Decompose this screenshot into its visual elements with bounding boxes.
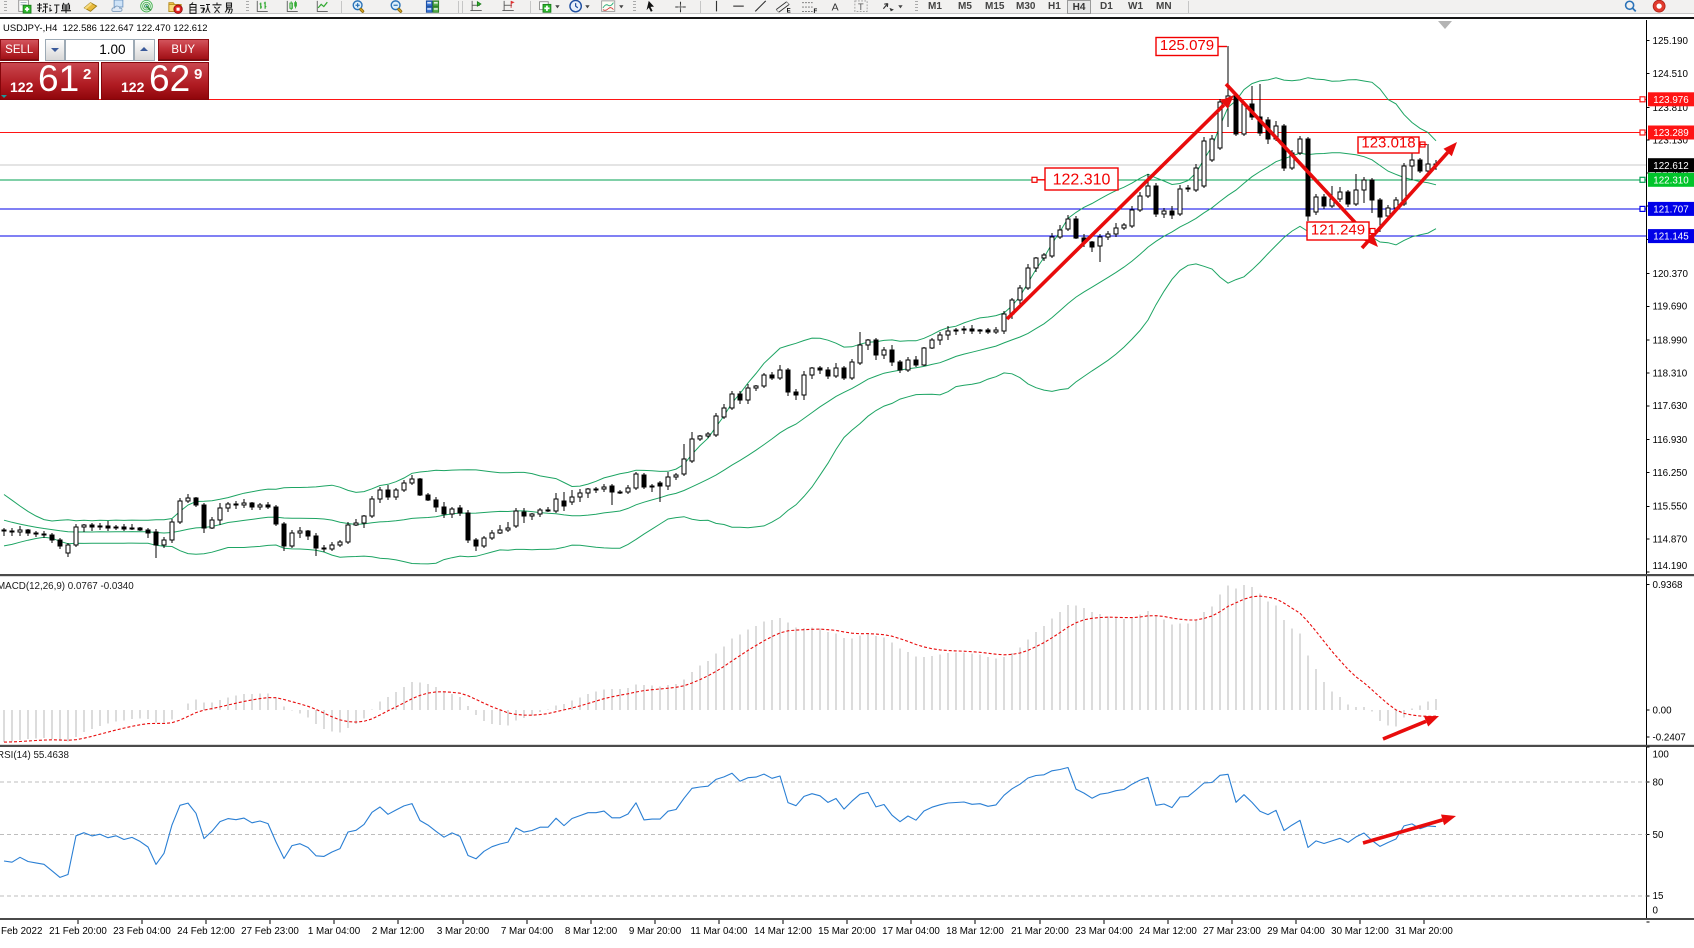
svg-text:8 Mar 12:00: 8 Mar 12:00 <box>565 926 618 937</box>
svg-text:124.510: 124.510 <box>1653 69 1689 80</box>
svg-text:125.079: 125.079 <box>1160 37 1214 54</box>
svg-text:7 Mar 04:00: 7 Mar 04:00 <box>501 926 554 937</box>
svg-text:30 Mar 12:00: 30 Mar 12:00 <box>1331 926 1389 937</box>
svg-text:123.810: 123.810 <box>1653 103 1689 114</box>
svg-text:121.249: 121.249 <box>1311 222 1365 239</box>
svg-text:3 Mar 20:00: 3 Mar 20:00 <box>437 926 490 937</box>
svg-text:114.870: 114.870 <box>1653 535 1688 546</box>
svg-text:122.310: 122.310 <box>1053 172 1111 189</box>
svg-text:116.930: 116.930 <box>1653 435 1688 446</box>
svg-text:Feb 2022: Feb 2022 <box>1 926 42 937</box>
svg-text:A: A <box>832 2 839 14</box>
svg-text:123.130: 123.130 <box>1653 136 1689 147</box>
svg-text:11 Mar 04:00: 11 Mar 04:00 <box>690 926 748 937</box>
svg-text:121.707: 121.707 <box>1653 205 1688 216</box>
svg-text:-0.2407: -0.2407 <box>1653 732 1686 743</box>
svg-text:100: 100 <box>1653 749 1670 760</box>
svg-text:120.370: 120.370 <box>1653 269 1689 280</box>
svg-text:21 Feb 20:00: 21 Feb 20:00 <box>49 926 107 937</box>
svg-text:F: F <box>814 8 818 14</box>
svg-text:0.9368: 0.9368 <box>1653 580 1684 591</box>
svg-text:0: 0 <box>1653 905 1659 916</box>
svg-text:14 Mar 12:00: 14 Mar 12:00 <box>754 926 812 937</box>
svg-text:MACD(12,26,9) 0.0767 -0.0340: MACD(12,26,9) 0.0767 -0.0340 <box>0 581 134 592</box>
svg-text:15: 15 <box>1653 891 1664 902</box>
svg-text:122.310: 122.310 <box>1653 175 1689 186</box>
svg-text:21 Mar 20:00: 21 Mar 20:00 <box>1011 926 1069 937</box>
svg-text:117.630: 117.630 <box>1653 401 1688 412</box>
svg-text:115.550: 115.550 <box>1653 502 1688 513</box>
svg-text:18 Mar 12:00: 18 Mar 12:00 <box>946 926 1004 937</box>
svg-text:80: 80 <box>1653 777 1664 788</box>
svg-text:123.018: 123.018 <box>1361 135 1415 152</box>
svg-text:1 Mar 04:00: 1 Mar 04:00 <box>308 926 361 937</box>
svg-text:15 Mar 20:00: 15 Mar 20:00 <box>818 926 876 937</box>
svg-text:E: E <box>787 7 791 14</box>
svg-text:31 Mar 20:00: 31 Mar 20:00 <box>1395 926 1453 937</box>
svg-text:123.976: 123.976 <box>1653 95 1689 106</box>
svg-text:50: 50 <box>1653 830 1664 841</box>
svg-text:9 Mar 20:00: 9 Mar 20:00 <box>629 926 682 937</box>
svg-text:27 Feb 23:00: 27 Feb 23:00 <box>241 926 299 937</box>
svg-text:2 Mar 12:00: 2 Mar 12:00 <box>372 926 425 937</box>
svg-text:17 Mar 04:00: 17 Mar 04:00 <box>882 926 940 937</box>
svg-text:121.145: 121.145 <box>1653 232 1689 243</box>
svg-text:27 Mar 23:00: 27 Mar 23:00 <box>1203 926 1261 937</box>
svg-text:119.690: 119.690 <box>1653 302 1688 313</box>
svg-text:118.990: 118.990 <box>1653 336 1688 347</box>
svg-text:24 Feb 12:00: 24 Feb 12:00 <box>177 926 235 937</box>
svg-text:24 Mar 12:00: 24 Mar 12:00 <box>1139 926 1197 937</box>
svg-text:116.250: 116.250 <box>1653 468 1688 479</box>
svg-text:T: T <box>858 2 864 12</box>
svg-text:114.190: 114.190 <box>1653 561 1688 572</box>
svg-text:0.00: 0.00 <box>1653 705 1673 716</box>
svg-text:29 Mar 04:00: 29 Mar 04:00 <box>1267 926 1325 937</box>
svg-text:123.289: 123.289 <box>1653 128 1688 139</box>
svg-text:23 Mar 04:00: 23 Mar 04:00 <box>1075 926 1133 937</box>
svg-text:125.190: 125.190 <box>1653 36 1689 47</box>
svg-text:RSI(14) 55.4638: RSI(14) 55.4638 <box>0 750 69 761</box>
svg-text:122.612: 122.612 <box>1653 161 1688 172</box>
svg-text:118.310: 118.310 <box>1653 368 1688 379</box>
svg-text:23 Feb 04:00: 23 Feb 04:00 <box>113 926 171 937</box>
